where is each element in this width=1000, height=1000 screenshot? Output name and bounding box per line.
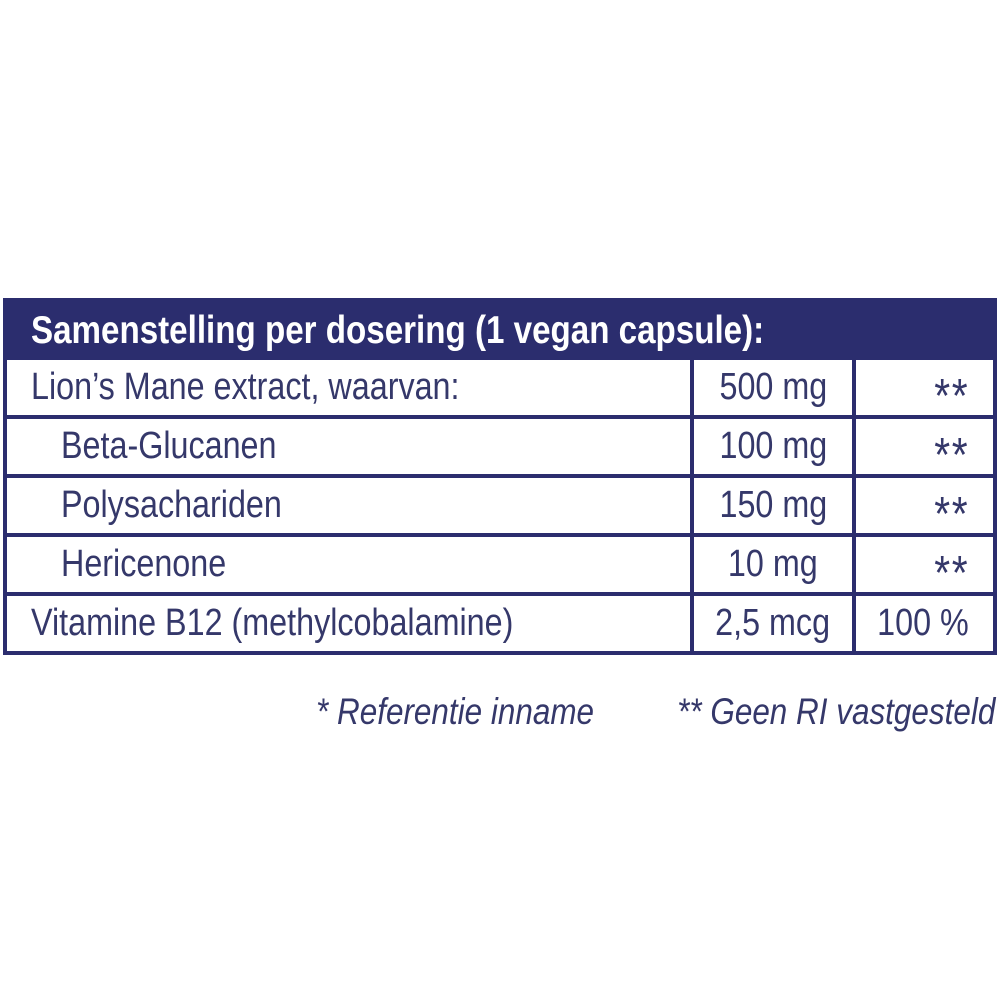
ri-cell: ** [852, 478, 993, 541]
amount-value: 10 mg [728, 543, 818, 585]
amount-cell: 10 mg [690, 537, 852, 592]
ingredient-name: Beta-Glucanen [61, 425, 277, 467]
ri-cell: ** [852, 360, 993, 423]
amount-value: 100 mg [719, 425, 827, 467]
amount-cell: 2,5 mcg [690, 596, 852, 651]
table-header-title: Samenstelling per dosering (1 vegan caps… [31, 309, 765, 352]
amount-value: 500 mg [719, 366, 827, 408]
ri-cell: ** [852, 419, 993, 482]
ingredient-cell: Vitamine B12 (methylcobalamine) [7, 596, 690, 651]
footnote-no-ri: ** Geen RI vastgesteld [676, 691, 995, 732]
supplement-facts-table: Samenstelling per dosering (1 vegan caps… [3, 298, 997, 655]
ri-cell: ** [852, 537, 993, 600]
amount-cell: 500 mg [690, 360, 852, 415]
ingredient-name: Vitamine B12 (methylcobalamine) [31, 602, 514, 644]
ingredient-name: Polysachariden [61, 484, 282, 526]
amount-value: 2,5 mcg [715, 602, 831, 644]
amount-cell: 100 mg [690, 419, 852, 474]
table-row: Polysachariden 150 mg ** [7, 474, 993, 541]
amount-value: 150 mg [719, 484, 827, 526]
ri-cell: 100 % [852, 596, 993, 651]
table-row: Hericenone 10 mg ** [7, 533, 993, 600]
table-header: Samenstelling per dosering (1 vegan caps… [7, 302, 993, 360]
ingredient-name: Lion’s Mane extract, waarvan: [31, 366, 460, 408]
ri-value: ** [933, 429, 969, 482]
ri-value: ** [933, 547, 969, 600]
ri-value: 100 % [877, 602, 969, 644]
amount-cell: 150 mg [690, 478, 852, 533]
table-row: Beta-Glucanen 100 mg ** [7, 415, 993, 482]
ingredient-cell: Polysachariden [7, 478, 690, 533]
ingredient-cell: Beta-Glucanen [7, 419, 690, 474]
table-row: Lion’s Mane extract, waarvan: 500 mg ** [7, 360, 993, 423]
footnotes: * Referentie inname ** Geen RI vastgeste… [267, 691, 995, 733]
ingredient-name: Hericenone [61, 543, 227, 585]
footnote-reference-intake: * Referentie inname [316, 691, 595, 732]
ri-value: ** [933, 488, 969, 541]
ingredient-cell: Lion’s Mane extract, waarvan: [7, 360, 690, 415]
ingredient-cell: Hericenone [7, 537, 690, 592]
table-row: Vitamine B12 (methylcobalamine) 2,5 mcg … [7, 592, 993, 651]
ri-value: ** [933, 370, 969, 423]
